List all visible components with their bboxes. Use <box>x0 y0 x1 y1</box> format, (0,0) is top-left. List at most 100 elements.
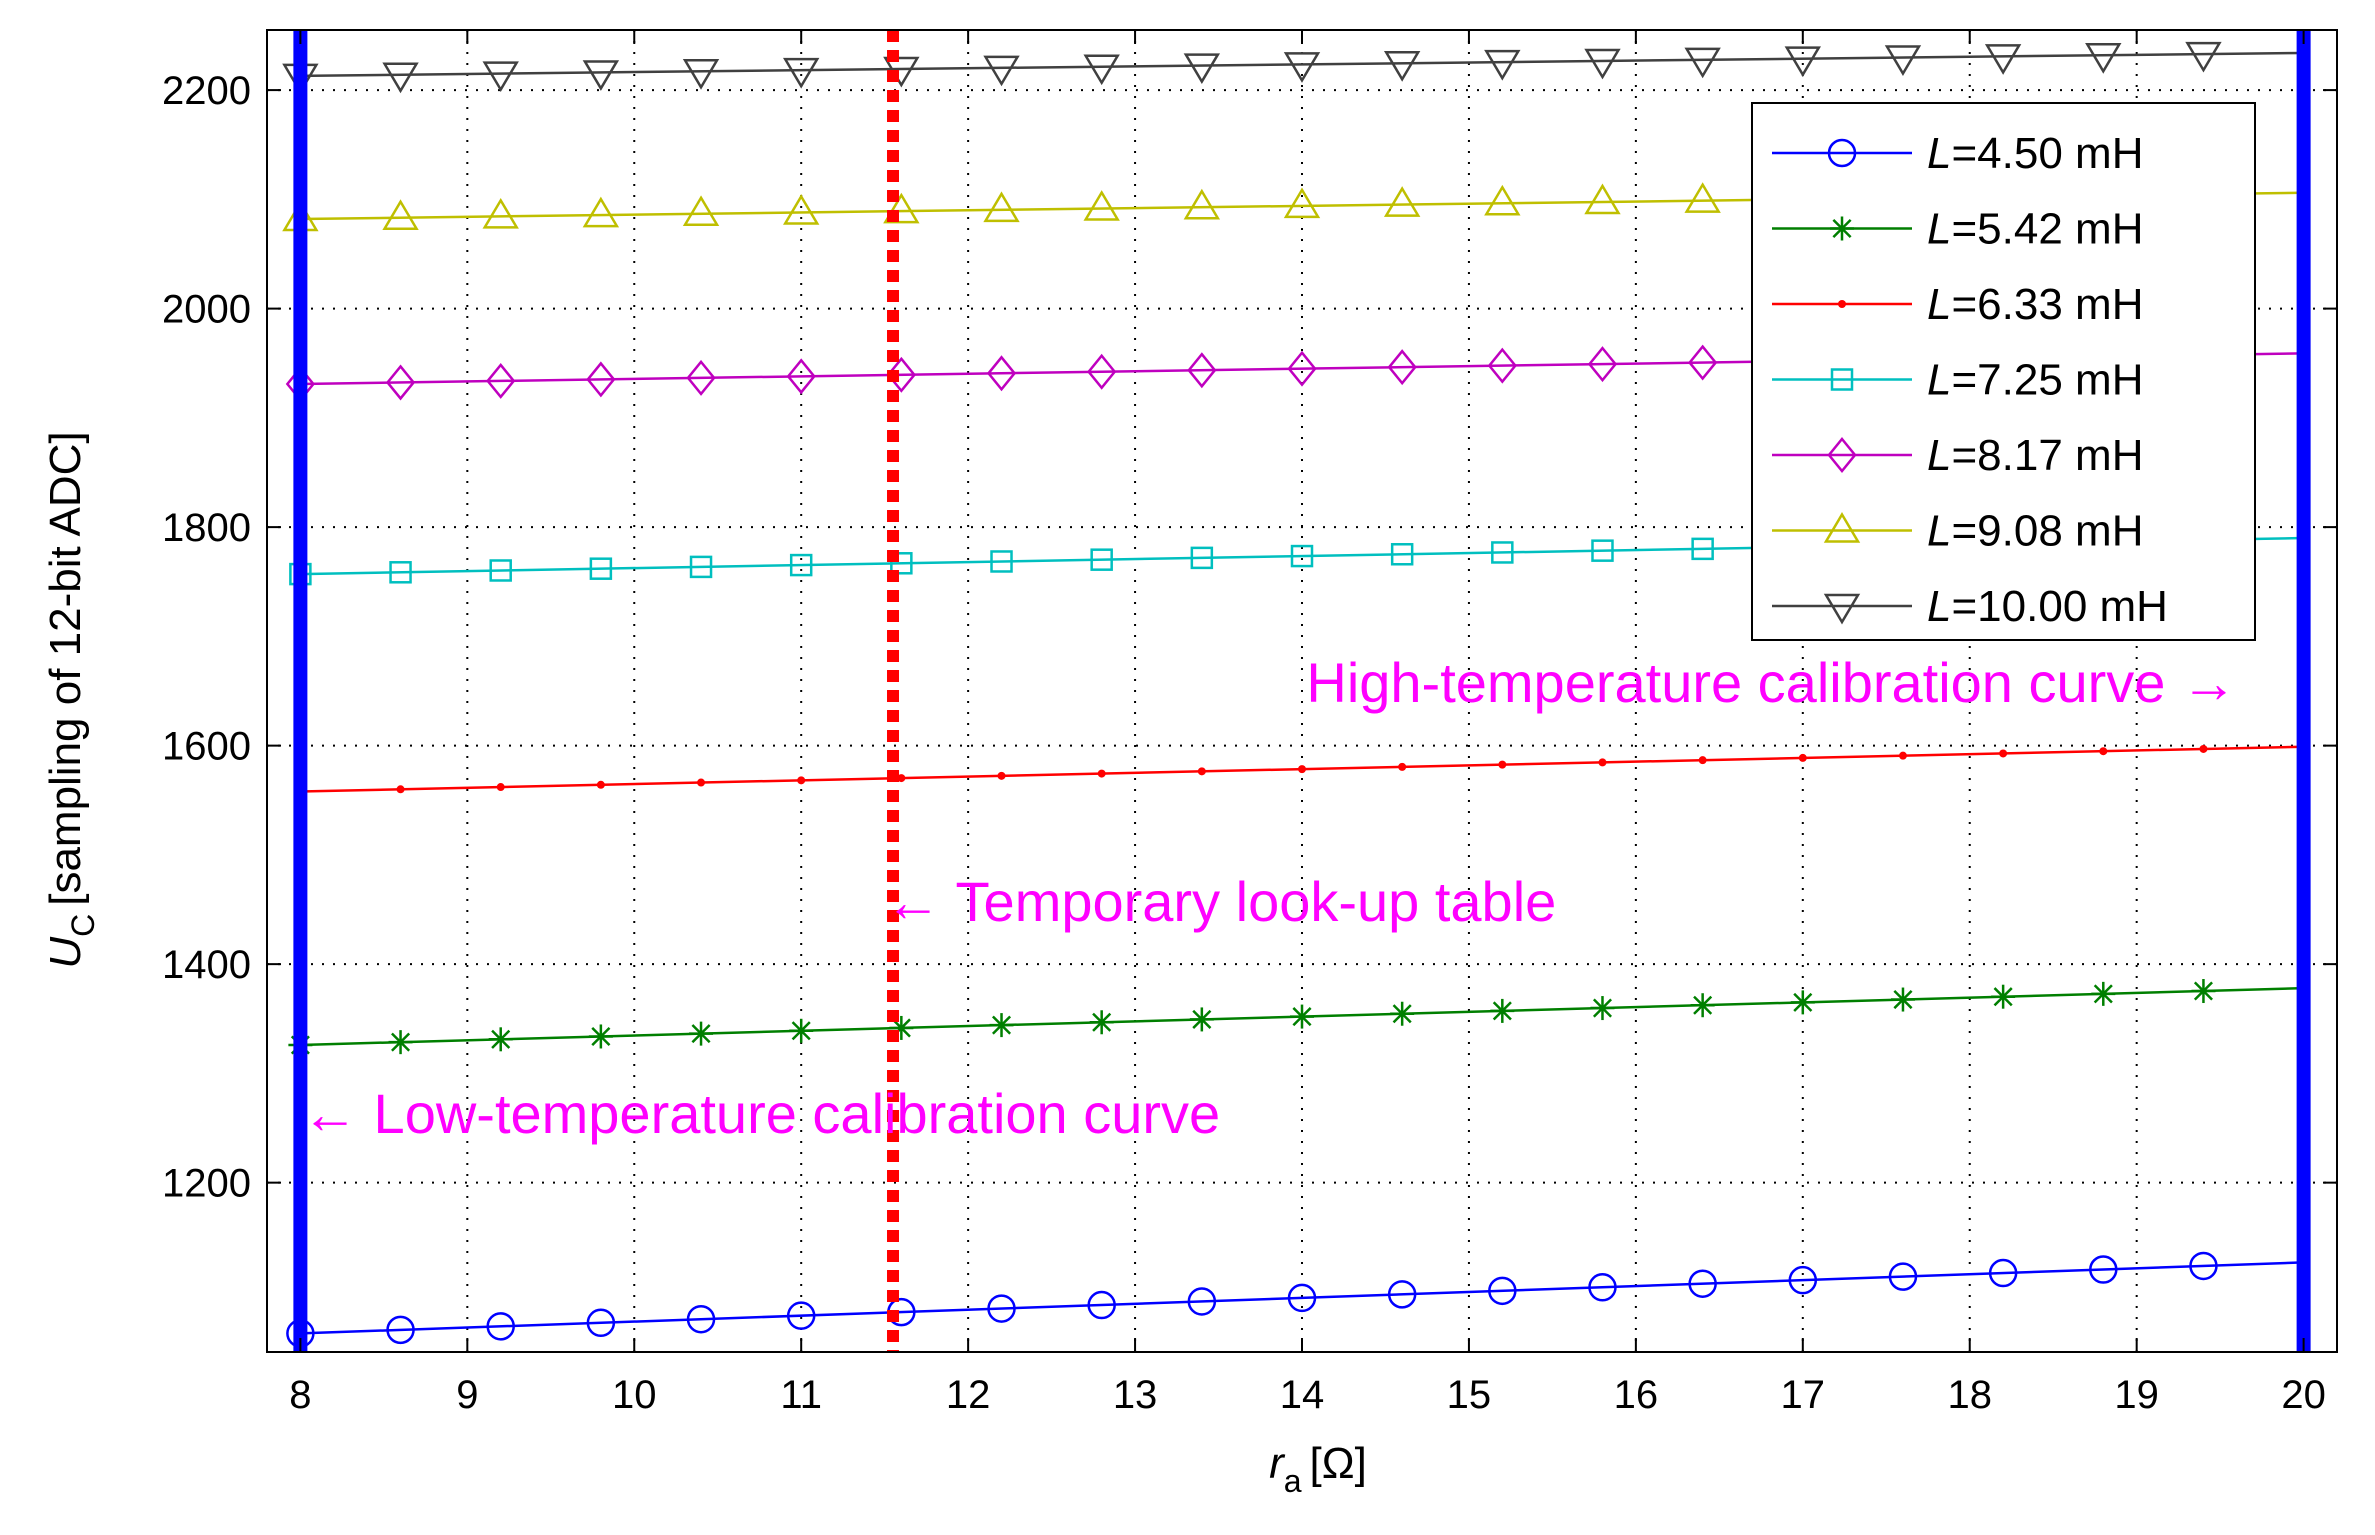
data-point <box>1688 344 1718 381</box>
data-point <box>1383 186 1421 217</box>
data-point <box>2099 747 2108 756</box>
y-tick-label: 1200 <box>162 1162 251 1206</box>
data-point <box>1183 53 1221 85</box>
data-point <box>1784 46 1822 78</box>
data-point <box>1190 546 1214 570</box>
star-stroke <box>2193 981 2213 1001</box>
data-point <box>986 355 1017 392</box>
legend-label-var: L <box>1927 582 1951 631</box>
data-point <box>2185 41 2222 73</box>
calibration-lines <box>293 30 2311 1352</box>
data-point <box>686 359 716 396</box>
x-tick-label: 19 <box>2114 1373 2159 1417</box>
data-point <box>382 62 419 94</box>
data-point <box>482 197 519 229</box>
y-axis-label-main: U <box>41 937 90 969</box>
y-tick-label: 2200 <box>162 69 251 113</box>
legend-label: L=10.00 mH <box>1927 582 2168 631</box>
legend-label-rest: =5.42 mH <box>1951 205 2143 254</box>
legend-marker <box>1823 593 1861 625</box>
y-tick-label: 1600 <box>162 725 251 769</box>
star-stroke <box>391 1032 411 1052</box>
star-stroke <box>1192 1009 1212 1029</box>
legend-label-rest: =8.17 mH <box>1951 431 2143 480</box>
data-point <box>1884 45 1922 76</box>
data-point <box>689 555 713 579</box>
data-point <box>1591 539 1614 562</box>
legend-label: L=6.33 mH <box>1927 280 2143 329</box>
star-stroke <box>591 1026 611 1046</box>
data-point <box>486 1312 515 1341</box>
data-point <box>496 783 505 792</box>
y-axis-label-sub: C <box>65 914 101 937</box>
legend-label-rest: =10.00 mH <box>1951 582 2167 631</box>
data-point <box>1383 51 1421 82</box>
x-tick-label: 18 <box>1947 1373 1992 1417</box>
star-stroke <box>691 1024 711 1044</box>
data-point <box>1390 1001 1415 1026</box>
x-tick-label: 11 <box>780 1373 822 1417</box>
x-axis-label-sub: a <box>1284 1463 1302 1499</box>
data-point <box>396 785 405 794</box>
x-tick-label: 20 <box>2281 1373 2326 1417</box>
data-point <box>482 61 519 93</box>
data-point <box>1898 751 1907 760</box>
legend-label-rest: =6.33 mH <box>1951 280 2143 329</box>
data-point <box>1790 990 1815 1015</box>
data-point <box>1498 760 1507 769</box>
legend-label-rest: =9.08 mH <box>1951 507 2143 556</box>
legend-item: L=6.33 mH <box>1772 280 2143 329</box>
data-point <box>1187 1287 1217 1316</box>
star-stroke <box>991 1015 1012 1035</box>
data-point <box>1788 1265 1818 1295</box>
data-point <box>586 361 616 398</box>
data-point <box>1387 1280 1417 1309</box>
star-stroke <box>2093 984 2113 1004</box>
legend-label-var: L <box>1927 129 1951 178</box>
data-point <box>389 561 412 584</box>
data-point <box>983 55 1020 87</box>
legend-label: L=8.17 mH <box>1927 431 2143 480</box>
data-point <box>897 774 906 783</box>
star-stroke <box>791 1021 811 1041</box>
data-point <box>786 358 816 395</box>
data-point <box>1484 184 1521 216</box>
data-point <box>1287 1283 1317 1313</box>
series-line <box>300 51 2304 78</box>
star-stroke <box>1492 1001 1512 1021</box>
data-point <box>1991 984 2016 1009</box>
x-tick-label: 9 <box>456 1373 478 1417</box>
legend-item: L=8.17 mH <box>1772 431 2143 480</box>
data-point <box>1087 1290 1116 1320</box>
series-l-10-00-mh <box>282 41 2304 95</box>
data-point <box>2091 981 2116 1006</box>
data-point <box>1287 350 1317 387</box>
star-stroke <box>491 1029 511 1049</box>
legend-item: L=9.08 mH <box>1772 507 2143 556</box>
data-point <box>1090 548 1113 571</box>
data-point <box>989 1013 1014 1038</box>
x-tick-label: 14 <box>1280 1373 1325 1417</box>
star-stroke <box>1893 990 1913 1010</box>
data-point <box>1283 52 1321 83</box>
data-point <box>1387 349 1417 386</box>
x-tick-label: 12 <box>946 1373 991 1417</box>
data-point <box>1390 543 1414 566</box>
data-point <box>1290 544 1314 568</box>
data-point <box>782 57 820 89</box>
data-point <box>890 552 913 575</box>
legend-label: L=5.42 mH <box>1927 205 2143 254</box>
data-point <box>789 553 813 577</box>
data-point <box>1290 1004 1314 1029</box>
data-point <box>782 194 820 225</box>
data-point <box>2089 1255 2118 1284</box>
data-point <box>1698 756 1707 765</box>
star-stroke <box>1592 998 1613 1018</box>
data-point <box>1590 996 1615 1021</box>
data-point <box>1890 987 1915 1012</box>
data-point <box>786 1301 816 1330</box>
grid <box>267 30 2337 1352</box>
data-point <box>886 356 916 393</box>
x-tick-label: 15 <box>1447 1373 1492 1417</box>
data-point <box>1183 188 1221 220</box>
